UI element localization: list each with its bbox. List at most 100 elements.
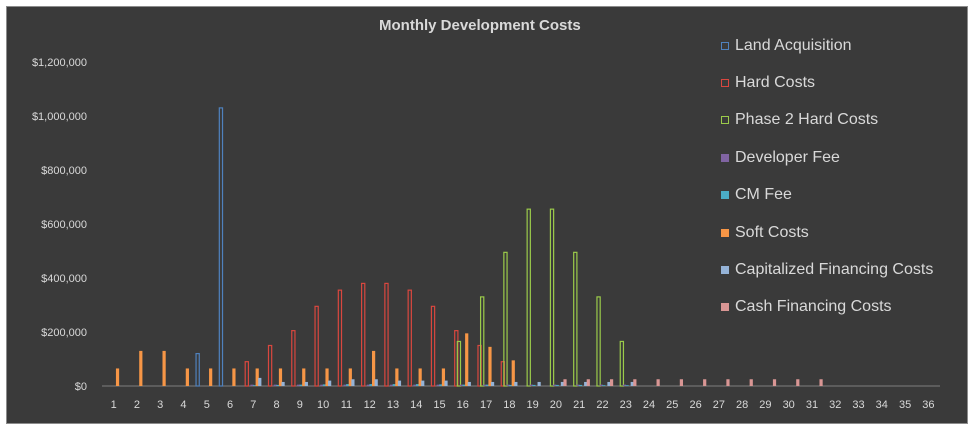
bar — [439, 384, 443, 386]
bar — [726, 379, 730, 386]
bar — [596, 296, 601, 387]
bar — [351, 379, 355, 386]
bar — [456, 340, 462, 387]
y-tick-label: $800,000 — [41, 165, 87, 177]
legend-item-phase-2-hard-costs: Phase 2 Hard Costs — [721, 102, 933, 139]
bar — [209, 368, 213, 386]
bar — [436, 384, 440, 386]
bar — [253, 385, 257, 386]
x-tick-label: 32 — [829, 399, 841, 411]
bar — [322, 384, 327, 386]
bar — [139, 350, 143, 386]
bar — [506, 384, 510, 386]
bar — [348, 368, 352, 386]
legend-item-soft-costs: Soft Costs — [721, 214, 933, 251]
x-tick-label: 23 — [620, 399, 632, 411]
bar — [532, 384, 536, 386]
bar — [622, 384, 627, 386]
bar — [607, 381, 611, 386]
x-tick-label: 33 — [852, 399, 864, 411]
legend-label-cash-financing-costs: Cash Financing Costs — [735, 298, 892, 316]
x-tick-label: 35 — [899, 399, 911, 411]
bar — [573, 251, 578, 387]
x-tick-label: 34 — [876, 399, 888, 411]
series-cm-fee — [253, 384, 629, 386]
series-cash-financing-costs — [563, 379, 823, 386]
legend-swatch-cm-fee — [721, 191, 729, 200]
bar — [162, 350, 166, 386]
bar — [537, 381, 541, 386]
x-tick-label: 24 — [643, 399, 655, 411]
y-tick-label: $1,200,000 — [32, 57, 87, 69]
bar — [421, 380, 425, 386]
bar — [392, 384, 396, 386]
x-tick-label: 5 — [204, 399, 210, 411]
bar — [346, 384, 350, 386]
legend-item-capitalized-financing-costs: Capitalized Financing Costs — [721, 251, 933, 288]
x-tick-label: 21 — [573, 399, 585, 411]
bar — [430, 305, 436, 387]
bar — [454, 330, 459, 387]
bar — [479, 296, 485, 387]
legend-label-land-acquisition: Land Acquisition — [735, 36, 852, 54]
bar — [560, 381, 565, 386]
bar — [511, 360, 515, 386]
series-developer-fee — [250, 384, 627, 386]
bar — [490, 381, 495, 386]
series-soft-costs — [115, 333, 515, 386]
bar — [325, 368, 329, 386]
x-tick-label: 8 — [274, 399, 280, 411]
x-tick-label: 14 — [410, 399, 422, 411]
bar — [578, 384, 583, 386]
x-tick-label: 7 — [250, 399, 256, 411]
bar — [343, 384, 347, 386]
x-tick-label: 26 — [689, 399, 701, 411]
bar — [549, 208, 555, 387]
bar — [415, 384, 420, 386]
bar — [465, 333, 469, 386]
x-tick-label: 20 — [550, 399, 562, 411]
legend-label-cm-fee: CM Fee — [735, 186, 792, 204]
bar — [619, 340, 625, 387]
x-tick-label: 3 — [157, 399, 163, 411]
legend-swatch-hard-costs — [721, 79, 729, 88]
x-tick-label: 2 — [134, 399, 140, 411]
bar — [772, 379, 777, 386]
legend-label-developer-fee: Developer Fee — [735, 148, 840, 166]
bar — [509, 384, 513, 386]
bar — [232, 368, 236, 386]
series-capitalized-financing-costs — [258, 377, 634, 386]
x-tick-label: 4 — [180, 399, 186, 411]
bar — [314, 305, 319, 387]
bar — [633, 379, 637, 386]
bar — [418, 368, 422, 386]
bar — [485, 384, 489, 386]
bar — [555, 384, 559, 386]
bar — [503, 251, 508, 387]
bar — [656, 379, 660, 386]
legend-swatch-capitalized-financing-costs — [721, 266, 729, 275]
bar — [374, 379, 378, 386]
bar — [273, 384, 277, 386]
y-tick-label: $0 — [75, 381, 87, 393]
bar — [328, 380, 332, 386]
series-phase-2-hard-costs — [456, 208, 625, 387]
bar — [749, 379, 753, 386]
bar — [679, 379, 684, 386]
bar — [369, 384, 373, 386]
bar — [304, 381, 308, 386]
legend-item-hard-costs: Hard Costs — [721, 64, 933, 101]
y-tick-label: $200,000 — [41, 327, 87, 339]
x-tick-label: 10 — [317, 399, 329, 411]
bar — [483, 384, 487, 386]
bar — [599, 384, 603, 386]
bar — [703, 379, 707, 386]
bar — [488, 346, 492, 386]
bar — [390, 384, 394, 386]
x-tick-label: 13 — [387, 399, 399, 411]
x-tick-label: 6 — [227, 399, 233, 411]
x-tick-label: 36 — [922, 399, 934, 411]
x-tick-label: 18 — [503, 399, 515, 411]
bar — [462, 384, 466, 386]
bar — [218, 107, 224, 387]
